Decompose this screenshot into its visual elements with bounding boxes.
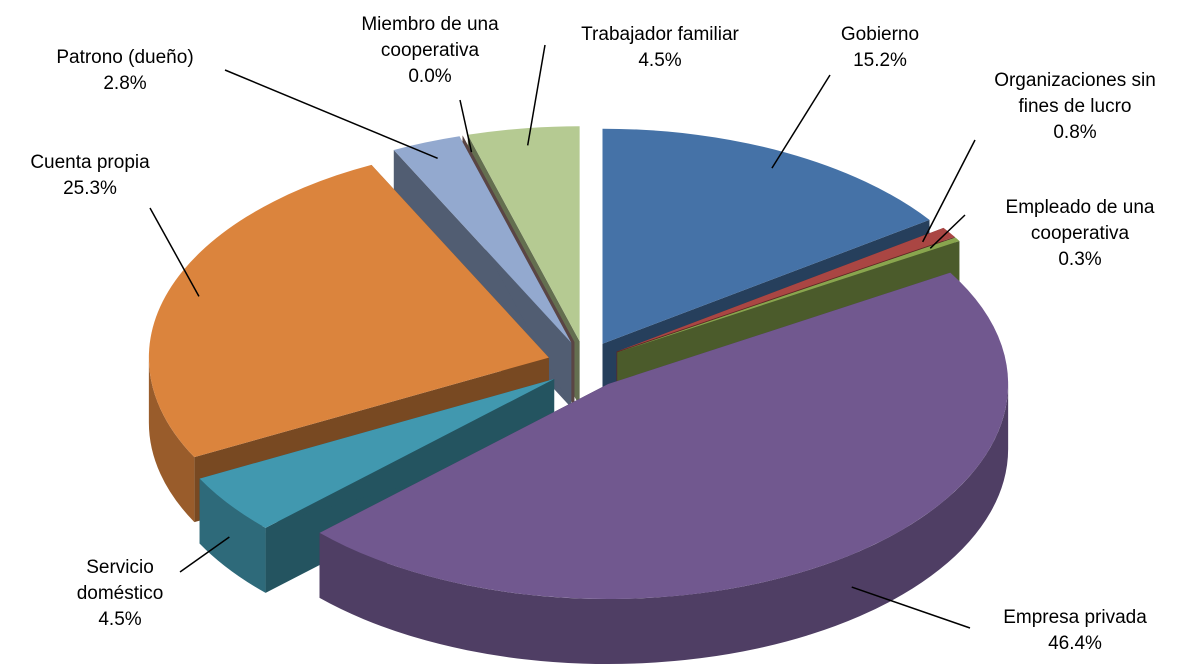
value-label: 0.3% <box>1058 249 1102 270</box>
slice-rim <box>319 384 1009 665</box>
leader-line <box>929 214 966 249</box>
slice-label: Cuenta propia 25.3% <box>10 150 170 202</box>
value-label: 4.5% <box>98 609 142 630</box>
category-label: Organizaciones sin fines de lucro <box>994 70 1156 117</box>
slice <box>617 237 960 353</box>
value-label: 4.5% <box>638 50 682 71</box>
category-label: Trabajador familiar <box>581 24 739 45</box>
slice-label: Gobierno 15.2% <box>820 22 940 74</box>
slice <box>148 164 549 458</box>
value-label: 15.2% <box>853 50 907 71</box>
slice-rim <box>148 357 195 523</box>
leader-line <box>179 536 230 573</box>
category-label: Empresa privada <box>1003 607 1147 628</box>
category-label: Servicio doméstico <box>76 557 164 604</box>
leader-line <box>224 69 438 160</box>
slice-label: Empleado de una cooperativa 0.3% <box>975 195 1181 273</box>
slice-label: Trabajador familiar 4.5% <box>545 22 775 74</box>
value-label: 0.8% <box>1053 122 1097 143</box>
slice <box>199 379 555 528</box>
leader-line <box>921 139 976 243</box>
slice <box>602 128 930 344</box>
category-label: Miembro de una cooperativa <box>361 14 499 61</box>
leader-line <box>771 74 831 169</box>
slice-label: Empresa privada 46.4% <box>975 605 1175 657</box>
slice <box>319 272 1009 600</box>
slice-label: Organizaciones sin fines de lucro 0.8% <box>975 68 1175 146</box>
leader-line <box>149 207 200 297</box>
slice <box>393 136 572 343</box>
slice-label: Miembro de una cooperativa 0.0% <box>340 12 520 90</box>
leader-line <box>459 99 473 153</box>
slice-rim <box>199 478 266 593</box>
slice-label: Servicio doméstico 4.5% <box>60 555 180 633</box>
value-label: 2.8% <box>103 73 147 94</box>
category-label: Gobierno <box>840 24 920 45</box>
value-label: 0.0% <box>408 66 452 87</box>
category-label: Cuenta propia <box>30 152 150 173</box>
category-label: Patrono (dueño) <box>56 47 194 68</box>
leader-line <box>526 44 546 146</box>
value-label: 25.3% <box>63 178 117 199</box>
slice <box>467 126 580 342</box>
slice-label: Patrono (dueño) 2.8% <box>30 45 220 97</box>
category-label: Empleado de una cooperativa <box>1005 197 1155 244</box>
leader-line <box>851 586 971 629</box>
value-label: 46.4% <box>1048 633 1102 654</box>
slice <box>616 227 955 352</box>
